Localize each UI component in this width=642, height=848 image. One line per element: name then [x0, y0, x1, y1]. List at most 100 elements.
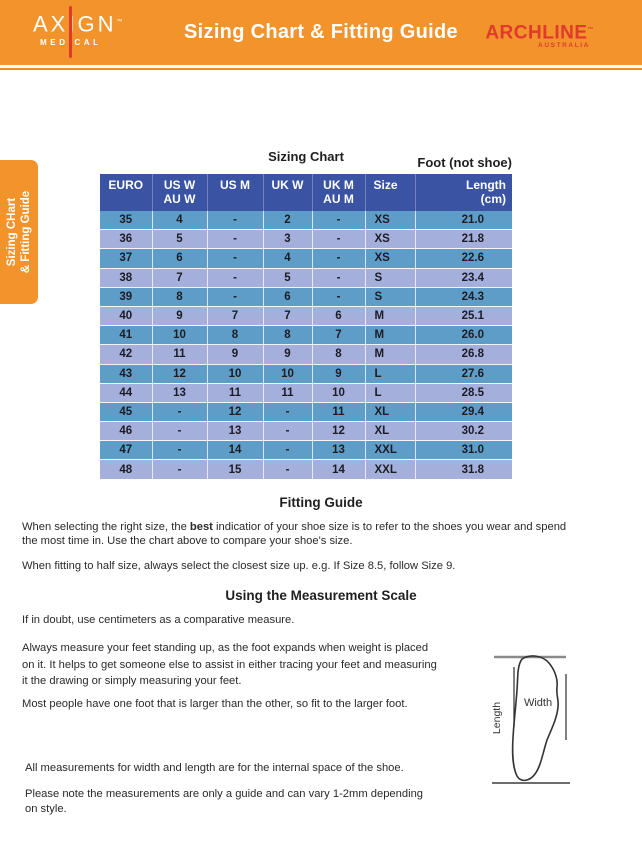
table-cell: 25.1 — [415, 306, 512, 327]
table-row-euro-46: 46-13-12 XL 30.2 — [100, 421, 512, 442]
table-cell: 48 — [100, 459, 153, 480]
width-label: Width — [524, 697, 552, 709]
table-cell: 23.4 — [415, 268, 512, 288]
table-cell: 24.3 — [415, 287, 512, 307]
axign-wordmark: AXIGN — [33, 11, 117, 37]
table-cell: - — [312, 229, 366, 250]
archline-logo-subtext: AUSTRALIA — [538, 42, 590, 50]
length-label: Length — [491, 702, 503, 734]
table-cell: 13 — [207, 421, 264, 442]
table-cell: 6 — [152, 248, 208, 269]
table-cell: 31.0 — [415, 440, 512, 461]
foot-not-shoe-label: Foot (not shoe) — [417, 155, 512, 170]
table-cell: XS — [365, 211, 416, 231]
table-row-euro-35: 35 4-2- XS 21.0 — [100, 211, 512, 231]
table-cell: XXL — [365, 440, 416, 461]
archline-trademark: ™ — [587, 27, 594, 33]
table-row-euro-43: 43 12 10 10 9 L 27.6 — [100, 364, 512, 384]
chart-heading-row: Sizing Chart Foot (not shoe) — [100, 149, 512, 174]
table-row-euro-47: 47-14-13 XXL 31.0 — [100, 440, 512, 461]
table-cell: 37 — [100, 248, 153, 269]
table-cell: 21.0 — [415, 211, 512, 231]
table-cell: 8 — [207, 325, 264, 346]
table-cell: 15 — [207, 459, 264, 480]
table-row-euro-44: 44 13 11 11 10 L 28.5 — [100, 383, 512, 403]
table-cell: 13 — [152, 383, 208, 403]
column-header-length: Length (cm) — [415, 174, 512, 211]
table-cell: M — [365, 344, 416, 365]
table-cell: 36 — [100, 229, 153, 250]
table-cell: 31.8 — [415, 459, 512, 480]
table-cell: 26.8 — [415, 344, 512, 365]
table-cell: 12 — [152, 364, 208, 384]
table-cell: 42 — [100, 344, 153, 365]
table-cell: L — [365, 364, 416, 384]
size-table-head: EURO US W AU W US M UK W UK M AU M Size Length (c… — [100, 174, 512, 211]
measurement-paragraph-1: If in doubt, use centimeters as a compar… — [22, 614, 295, 626]
table-row-euro-48: 48-15-14 XXL 31.8 — [100, 459, 512, 480]
table-cell: 6 — [263, 287, 313, 307]
page-title: Sizing Chart & Fitting Guide — [184, 21, 458, 43]
table-cell: 8 — [263, 325, 313, 346]
size-table-body: 35 4-2- XS 21.0 36 5-3- XS 21.8 37 6-4- XS 22.6 38 7-… — [100, 211, 512, 480]
column-header-euro: EURO — [100, 174, 153, 211]
table-cell: - — [152, 459, 208, 480]
table-cell: 10 — [263, 364, 313, 384]
table-cell: - — [207, 211, 264, 231]
table-cell: 10 — [312, 383, 366, 403]
paragraph1-text-start: When selecting the right size, the — [22, 521, 190, 533]
table-cell: 7 — [207, 306, 264, 327]
table-row-euro-38: 38 7-5- S 23.4 — [100, 268, 512, 288]
table-row-euro-42: 42 11 9 9 8 M 26.8 — [100, 344, 512, 365]
table-cell: - — [152, 402, 208, 423]
foot-outline — [511, 655, 560, 782]
table-cell: 12 — [312, 421, 366, 442]
table-cell: 8 — [312, 344, 366, 365]
table-cell: 21.8 — [415, 229, 512, 250]
table-cell: 7 — [152, 268, 208, 288]
axign-logo-text: AXIGN™ — [33, 10, 122, 36]
table-cell: 6 — [312, 306, 366, 327]
column-header-size: Size — [365, 174, 416, 211]
table-cell: 39 — [100, 287, 153, 307]
table-cell: 4 — [263, 248, 313, 269]
table-cell: 26.0 — [415, 325, 512, 346]
table-cell: 9 — [312, 364, 366, 384]
table-cell: - — [152, 440, 208, 461]
table-cell: 8 — [152, 287, 208, 307]
column-header-uk-m: UK M AU M — [312, 174, 366, 211]
header-row: EURO US W AU W US M UK W UK M AU M Size Length (c… — [100, 174, 512, 211]
table-cell: 11 — [263, 383, 313, 403]
table-cell: 28.5 — [415, 383, 512, 403]
table-cell: - — [152, 421, 208, 442]
table-cell: 40 — [100, 306, 153, 327]
column-header-us-w: US W AU W — [152, 174, 208, 211]
table-cell: 29.4 — [415, 402, 512, 423]
table-cell: - — [312, 287, 366, 307]
table-cell: - — [207, 229, 264, 250]
table-cell: XL — [365, 402, 416, 423]
side-tab-line2: & Fitting Guide — [20, 190, 32, 274]
table-cell: 14 — [207, 440, 264, 461]
archline-logo-text: ARCHLINE™ — [485, 21, 594, 42]
table-cell: - — [263, 402, 313, 423]
table-cell: 9 — [207, 344, 264, 365]
measurement-paragraph-3: Most people have one foot that is larger… — [22, 698, 408, 710]
table-cell: 12 — [207, 402, 264, 423]
measurement-paragraph-2: Always measure your feet standing up, as… — [22, 642, 437, 687]
table-cell: 3 — [263, 229, 313, 250]
side-tab-line1: Sizing CHart — [6, 197, 18, 267]
table-cell: S — [365, 287, 416, 307]
table-cell: M — [365, 306, 416, 327]
table-cell: 27.6 — [415, 364, 512, 384]
table-cell: 13 — [312, 440, 366, 461]
header-rule — [0, 68, 642, 70]
paragraph1-bold-word: best — [189, 521, 213, 533]
archline-wordmark: ARCHLINE — [485, 22, 588, 44]
table-cell: L — [365, 383, 416, 403]
table-cell: 11 — [312, 402, 366, 423]
table-cell: 10 — [207, 364, 264, 384]
axign-trademark: ™ — [116, 19, 123, 25]
table-cell: XL — [365, 421, 416, 442]
